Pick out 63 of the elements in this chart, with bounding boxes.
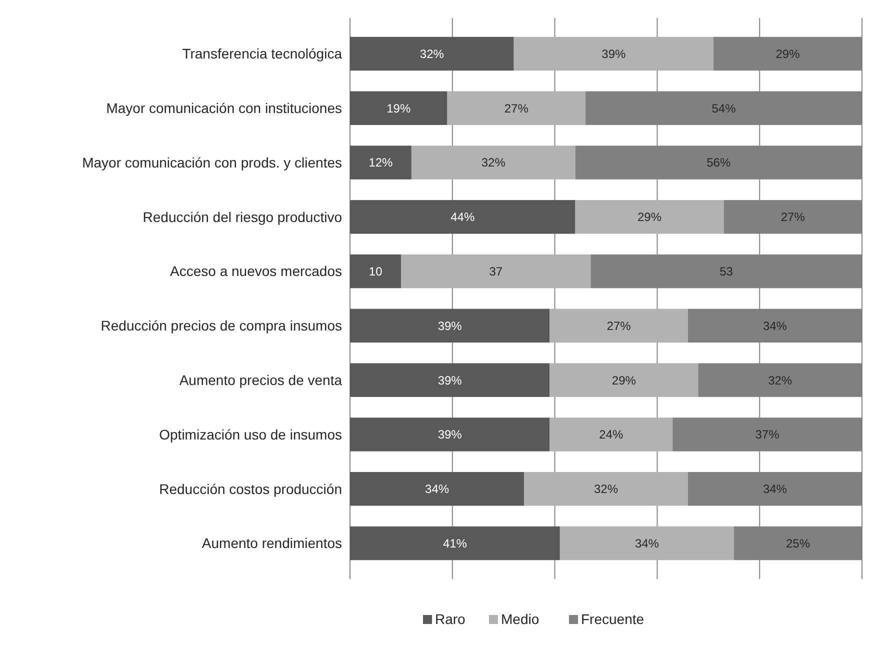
bar	[524, 472, 688, 506]
data-label: 34%	[634, 536, 660, 550]
bar	[411, 146, 576, 180]
data-label: 27%	[504, 101, 529, 116]
data-label: 39%	[602, 46, 626, 61]
data-label: 27%	[780, 210, 806, 224]
bar	[514, 36, 714, 71]
data-label: 25%	[786, 536, 810, 550]
data-label: 19%	[386, 101, 411, 116]
data-label: 29%	[776, 46, 800, 61]
y-tick-label: Mayor comunicación con prods. y clientes	[82, 154, 342, 170]
bar	[350, 308, 550, 343]
y-tick-label: Aumento precios de venta	[179, 372, 342, 388]
bar	[350, 91, 448, 125]
bar	[350, 36, 514, 71]
data-label: 12%	[368, 156, 394, 170]
y-tick-label: Reducción del riesgo productivo	[142, 208, 342, 225]
y-tick-label: Mayor comunicación con instituciones	[106, 100, 342, 116]
data-label: 39%	[438, 373, 462, 388]
bar	[550, 363, 698, 397]
bar	[447, 91, 586, 125]
data-label: 56%	[706, 156, 731, 170]
y-tick-label: Transferencia tecnológica	[182, 46, 342, 62]
bar	[350, 418, 550, 452]
data-label: 39%	[438, 428, 462, 442]
bar	[550, 308, 688, 343]
data-label: 54%	[712, 101, 736, 116]
data-label: 34%	[425, 482, 450, 496]
data-label: 27%	[606, 318, 632, 333]
bar	[350, 146, 412, 180]
bar	[350, 254, 402, 288]
legend-label: Frecuente	[581, 611, 644, 627]
bar	[350, 526, 560, 560]
y-tick-label: Optimización uso de insumos	[159, 426, 342, 442]
data-label: 32%	[481, 156, 506, 170]
data-label: 41%	[442, 536, 468, 550]
bar	[350, 363, 550, 397]
y-tick-label: Reducción precios de compra insumos	[100, 318, 342, 334]
y-tick-label: Aumento rendimientos	[202, 535, 342, 552]
bar	[575, 200, 724, 234]
y-tick-label: Reducción costos producción	[159, 480, 342, 497]
data-label: 34%	[762, 318, 788, 333]
data-label: 10	[368, 264, 383, 279]
data-label: 34%	[762, 482, 788, 496]
data-label: 29%	[638, 210, 662, 224]
data-label: 39%	[438, 318, 462, 333]
bar	[560, 526, 734, 560]
data-label: 32%	[420, 46, 444, 61]
y-tick-label: Acceso a nuevos mercados	[170, 263, 342, 280]
legend-label: Medio	[501, 611, 540, 627]
data-label: 37%	[755, 428, 780, 442]
data-label: 29%	[612, 373, 636, 388]
data-label: 32%	[768, 373, 792, 388]
legend-label: Raro	[435, 611, 466, 627]
data-label: 37	[489, 264, 503, 279]
data-label: 24%	[599, 428, 624, 442]
bar	[350, 472, 524, 506]
bar	[350, 200, 576, 234]
data-label: 53	[720, 264, 734, 279]
data-label: 44%	[450, 210, 475, 224]
bar	[401, 254, 591, 288]
bar	[550, 418, 673, 452]
data-label: 32%	[594, 482, 618, 496]
